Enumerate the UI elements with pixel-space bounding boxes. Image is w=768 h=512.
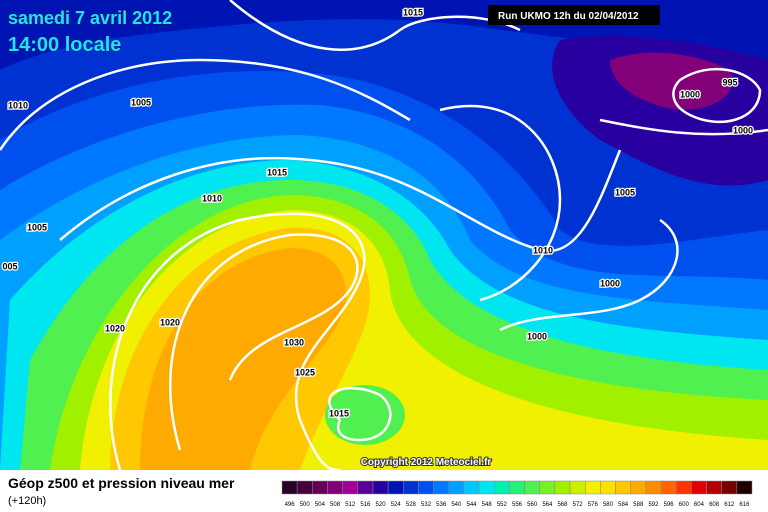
isobar-label: 1005 (615, 187, 635, 197)
scale-swatch (403, 480, 419, 495)
scale-swatch (463, 480, 480, 495)
scale-swatch (645, 480, 662, 495)
scale-label: 576 (588, 502, 599, 508)
scale-swatch (357, 480, 374, 495)
isobar-label: 005 (2, 261, 17, 271)
scale-label: 500 (300, 502, 311, 508)
scale-swatch (281, 480, 298, 495)
scale-label: 516 (360, 502, 371, 508)
scale-swatch (721, 480, 738, 495)
scale-label: 584 (618, 502, 629, 508)
isobar-label: 1020 (160, 317, 180, 327)
scale-label: 564 (542, 502, 553, 508)
scale-label: 556 (512, 502, 523, 508)
isobar-label: 1005 (27, 222, 47, 232)
scale-label: 612 (724, 502, 735, 508)
scale-swatch (660, 480, 677, 495)
scale-swatch (524, 480, 540, 495)
color-scale: 496 500 504 508 512 516 520 524 528 532 536 540 544 5… (281, 480, 753, 508)
scale-label: 588 (633, 502, 644, 508)
isobar-label: 1000 (527, 331, 547, 341)
isobar-label: 1015 (267, 167, 287, 177)
isobar-labels: 1015 1010 1005 1000 995 1000 1015 1010 1005 1005 0… (1, 6, 754, 420)
scale-label: 540 (451, 502, 462, 508)
scale-swatch (296, 480, 313, 495)
scale-swatch (418, 480, 434, 495)
scale-label: 608 (709, 502, 720, 508)
scale-label: 520 (376, 502, 387, 508)
scale-label: 496 (285, 502, 296, 508)
isobar-label: 1020 (105, 323, 125, 333)
scale-swatch (569, 480, 586, 495)
isobars (0, 0, 768, 451)
scale-label: 580 (603, 502, 614, 508)
scale-label: 592 (648, 502, 659, 508)
scale-swatch (584, 480, 601, 495)
scale-label: 552 (497, 502, 508, 508)
scale-label: 536 (436, 502, 447, 508)
scale-swatch (539, 480, 556, 495)
footer-title: Géop z500 et pression niveau mer (8, 475, 235, 491)
scale-swatch (675, 480, 692, 495)
scale-swatch (312, 480, 328, 495)
scale-label: 532 (421, 502, 432, 508)
scale-swatch (691, 480, 707, 495)
isobar-label: 1025 (295, 367, 315, 377)
scale-label: 596 (664, 502, 675, 508)
scale-swatch (478, 480, 495, 495)
scale-swatch (600, 480, 616, 495)
scale-swatch (372, 480, 389, 495)
isobar-label: 995 (722, 77, 737, 87)
scale-swatch (554, 480, 571, 495)
title-block: samedi 7 avril 2012 14:00 locale Run UKM… (8, 5, 660, 57)
isobar-label: 1000 (600, 278, 620, 288)
scale-label: 548 (482, 502, 493, 508)
run-label: Run UKMO 12h du 02/04/2012 (498, 11, 639, 22)
scale-swatch (630, 480, 647, 495)
scale-label: 508 (330, 502, 341, 508)
map-field (0, 0, 768, 471)
isobar-label: 1015 (329, 408, 349, 418)
date-title: samedi 7 avril 2012 (8, 8, 172, 28)
time-title: 14:00 locale (8, 34, 121, 56)
scale-label: 524 (391, 502, 402, 508)
scale-label: 616 (739, 502, 750, 508)
isobar-label: 1000 (733, 125, 753, 135)
scale-swatch (509, 480, 525, 495)
scale-label: 544 (467, 502, 478, 508)
scale-swatch (706, 480, 722, 495)
scale-swatch (494, 480, 510, 495)
isobar-label: 1010 (8, 100, 28, 110)
scale-label: 560 (527, 502, 538, 508)
isobar-label: 1010 (202, 193, 222, 203)
scale-label: 504 (315, 502, 326, 508)
isobar-label: 1000 (680, 89, 700, 99)
isobar-label: 1015 (403, 7, 423, 17)
scale-swatch (327, 480, 343, 495)
scale-label: 600 (679, 502, 690, 508)
scale-label: 568 (557, 502, 568, 508)
scale-label: 528 (406, 502, 417, 508)
scale-swatch (615, 480, 631, 495)
copyright: Copyright 2012 Meteociel.fr (361, 457, 492, 468)
scale-swatch (387, 480, 404, 495)
isobar-label: 1030 (284, 337, 304, 347)
run-box (488, 5, 660, 25)
scale-label: 512 (345, 502, 356, 508)
isobar-label: 1005 (131, 97, 151, 107)
scale-label: 572 (573, 502, 584, 508)
scale-swatch (342, 480, 359, 495)
scale-swatch (736, 480, 753, 495)
footer-lead: (+120h) (8, 495, 46, 507)
scale-label: 604 (694, 502, 705, 508)
isobar-label: 1010 (533, 245, 553, 255)
scale-swatch (448, 480, 465, 495)
scale-swatch (433, 480, 450, 495)
